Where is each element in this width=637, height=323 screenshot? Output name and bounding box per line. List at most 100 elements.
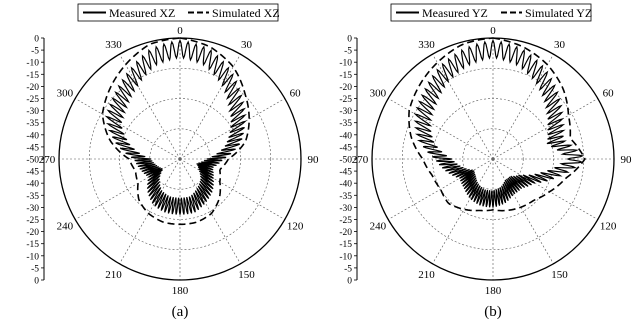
angle-tick-label: 180 <box>172 285 189 297</box>
grid-circle <box>462 128 524 190</box>
radial-tick-label: -35 <box>26 192 39 202</box>
radial-tick-label: -40 <box>339 131 352 141</box>
radial-tick-label: -5 <box>31 264 39 274</box>
grid-spoke <box>75 158 181 220</box>
angle-tick-label: 300 <box>57 88 74 100</box>
angle-tick-label: 270 <box>352 154 369 166</box>
radial-tick-label: -15 <box>339 240 352 250</box>
grid-spoke <box>119 158 181 264</box>
grid-spoke <box>492 158 598 220</box>
angle-tick-label: 120 <box>287 221 304 233</box>
radial-tick-label: -20 <box>339 83 352 93</box>
grid-spoke <box>388 98 494 160</box>
radial-tick-label: -20 <box>339 228 352 238</box>
radial-tick-label: -30 <box>26 107 39 117</box>
radial-tick-label: -45 <box>26 143 39 153</box>
radial-tick-label: 0 <box>347 35 352 45</box>
series-measured-line <box>104 38 248 215</box>
radial-tick-label: -40 <box>339 180 352 190</box>
series-simulated-line <box>408 37 586 212</box>
grid-spoke <box>388 158 494 220</box>
legend-measured-label: Measured XZ <box>109 6 175 20</box>
series-measured-line <box>413 38 585 208</box>
angle-tick-label: 90 <box>308 154 320 166</box>
radial-tick-label: -10 <box>339 59 352 69</box>
panel-caption: (b) <box>484 304 502 320</box>
angle-tick-label: 210 <box>105 269 122 281</box>
radial-tick-label: -30 <box>339 107 352 117</box>
radial-tick-label: -35 <box>339 119 352 129</box>
grid-spoke <box>119 54 181 160</box>
radial-tick-label: -45 <box>339 143 352 153</box>
radial-tick-label: -15 <box>26 240 39 250</box>
radial-tick-label: -40 <box>26 131 39 141</box>
grid-spoke <box>179 54 241 160</box>
radial-tick-label: -50 <box>339 156 352 166</box>
grid-spoke <box>432 54 494 160</box>
angle-tick-label: 330 <box>418 39 435 51</box>
angle-tick-label: 300 <box>370 88 387 100</box>
grid-circle <box>401 67 585 251</box>
radial-tick-label: 0 <box>347 277 352 287</box>
legend-measured-label: Measured YZ <box>422 6 488 20</box>
radial-tick-label: -30 <box>26 204 39 214</box>
series-simulated-line <box>101 37 250 226</box>
angle-tick-label: 180 <box>485 285 502 297</box>
legend-simulated-label: Simulated XZ <box>212 6 280 20</box>
radial-tick-label: -20 <box>26 228 39 238</box>
radial-tick-label: -35 <box>26 119 39 129</box>
radial-tick-label: -10 <box>26 252 39 262</box>
radial-tick-label: -35 <box>339 192 352 202</box>
legend: Measured YZ Simulated YZ <box>390 3 592 22</box>
grid-spoke <box>179 158 285 220</box>
angle-tick-label: 240 <box>57 221 74 233</box>
polar-panel-2: 0 30 60 90 120 150 180 210 240 270 300 330 0 -5 -10 -15… <box>339 3 633 320</box>
radial-tick-label: -5 <box>344 264 352 274</box>
angle-tick-label: 120 <box>600 221 617 233</box>
polar-panel-1: 0 30 60 90 120 150 180 210 240 270 300 330 0 -5 -10 -15… <box>26 3 320 320</box>
grid-spoke <box>492 54 554 160</box>
angle-tick-label: 90 <box>621 154 633 166</box>
radial-tick-label: -10 <box>26 59 39 69</box>
angle-tick-label: 30 <box>554 39 566 51</box>
radial-tick-label: -5 <box>344 47 352 57</box>
radial-tick-label: -15 <box>339 71 352 81</box>
angle-tick-label: 210 <box>418 269 435 281</box>
radial-tick-label: -30 <box>339 204 352 214</box>
radial-tick-label: -20 <box>26 83 39 93</box>
angle-tick-label: 270 <box>39 154 56 166</box>
angle-tick-label: 150 <box>551 269 568 281</box>
angle-tick-label: 330 <box>105 39 122 51</box>
angle-tick-label: 0 <box>177 25 183 37</box>
legend-box <box>77 3 279 22</box>
radial-tick-label: -25 <box>339 95 352 105</box>
radial-tick-label: -5 <box>31 47 39 57</box>
angle-tick-label: 60 <box>290 88 302 100</box>
grid-spoke <box>432 158 494 264</box>
grid-spoke <box>492 158 554 264</box>
grid-spoke <box>75 98 181 160</box>
legend: Measured XZ Simulated XZ <box>77 3 280 22</box>
angle-tick-label: 240 <box>370 221 387 233</box>
grid-spoke <box>492 98 598 160</box>
angle-tick-label: 30 <box>241 39 253 51</box>
grid-spoke <box>179 98 285 160</box>
grid-spoke <box>179 158 241 264</box>
radial-tick-label: 0 <box>34 277 39 287</box>
radial-tick-label: -50 <box>26 156 39 166</box>
radial-tick-label: 0 <box>34 35 39 45</box>
radial-tick-label: -10 <box>339 252 352 262</box>
angle-tick-label: 150 <box>238 269 255 281</box>
legend-simulated-label: Simulated YZ <box>525 6 592 20</box>
radial-tick-label: -45 <box>26 168 39 178</box>
radial-tick-label: -25 <box>26 216 39 226</box>
radial-tick-label: -25 <box>339 216 352 226</box>
radial-tick-label: -25 <box>26 95 39 105</box>
grid-circle <box>88 67 272 251</box>
angle-tick-label: 0 <box>490 25 496 37</box>
radial-tick-label: -45 <box>339 168 352 178</box>
angle-tick-label: 60 <box>603 88 615 100</box>
radial-tick-label: -40 <box>26 180 39 190</box>
legend-box <box>390 3 592 22</box>
